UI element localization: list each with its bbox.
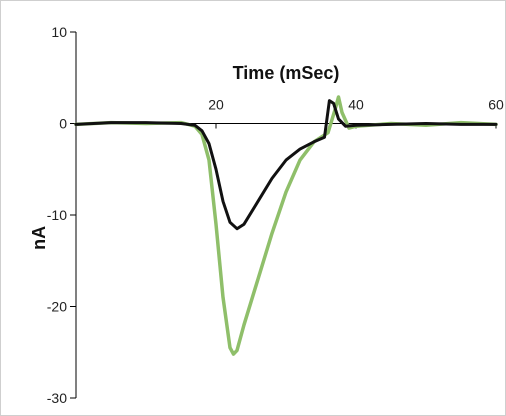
y-tick-label: -30 [47, 390, 67, 406]
series-line-1 [74, 95, 498, 356]
x-axis-title: Time (mSec) [233, 63, 340, 83]
series-layer [74, 95, 498, 356]
y-tick-label: 10 [51, 24, 67, 40]
y-tick-label: 0 [59, 116, 67, 132]
x-tick-label: 40 [348, 97, 364, 113]
x-tick-label: 20 [208, 97, 224, 113]
ticks-layer: 10 0 -10 -20 -30 20 40 60 [47, 24, 504, 406]
x-tick-label: 60 [488, 97, 504, 113]
y-tick-label: -10 [47, 207, 67, 223]
series-line-2 [74, 99, 498, 231]
y-tick-label: -20 [47, 299, 67, 315]
y-axis-title: nA [29, 226, 49, 250]
